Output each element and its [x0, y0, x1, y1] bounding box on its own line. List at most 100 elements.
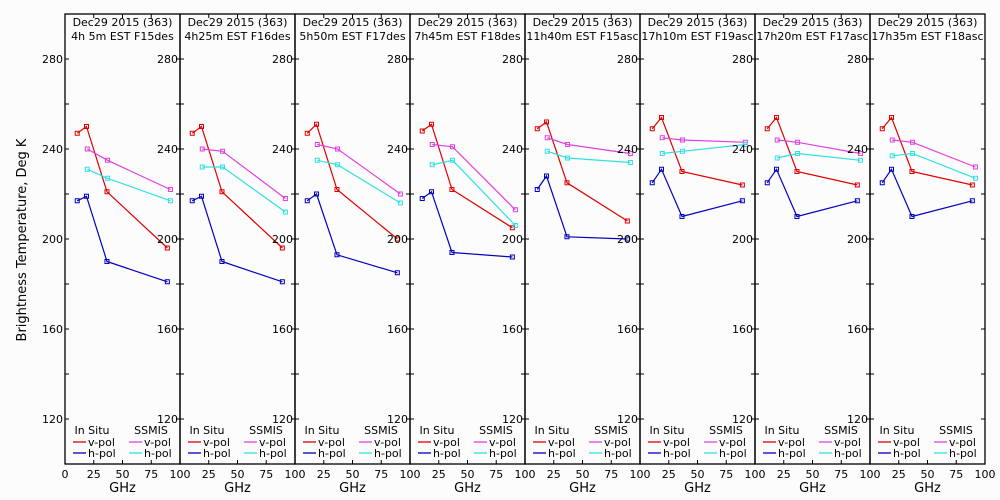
x-tick-label: 25: [317, 468, 331, 481]
legend-label-ssmis-hpol: h-pol: [144, 447, 172, 460]
data-point-ssmis-hpol: [84, 166, 90, 172]
x-axis-label: GHz: [454, 481, 481, 496]
data-point-insitu-hpol: [649, 180, 655, 186]
legend-label-ssmis-vpol: v-pol: [949, 436, 976, 449]
series-line-ssmis-hpol: [892, 152, 976, 179]
series-line-insitu-vpol: [191, 125, 283, 249]
data-point-insitu-vpol: [909, 169, 915, 174]
data-point-insitu-hpol: [164, 279, 170, 285]
x-tick-label: 50: [461, 468, 475, 481]
data-point-insitu-vpol: [969, 182, 975, 188]
series-line-insitu-hpol: [191, 195, 283, 283]
data-point-ssmis-hpol: [889, 153, 895, 159]
y-tick-label: 200: [42, 233, 63, 246]
x-tick-label: 75: [374, 468, 388, 481]
data-point-insitu-vpol: [889, 115, 895, 120]
data-point-ssmis-hpol: [565, 155, 571, 161]
data-point-ssmis-hpol: [972, 175, 978, 181]
data-point-insitu-vpol: [449, 187, 455, 192]
data-point-ssmis-hpol: [450, 157, 456, 163]
data-point-insitu-hpol: [624, 236, 630, 242]
series-line-insitu-hpol: [766, 168, 858, 218]
x-tick-label: 75: [144, 468, 158, 481]
panel-title-line-2: 17h10m EST F19asc: [641, 30, 753, 43]
x-tick-label: 100: [400, 468, 421, 481]
series-line-ssmis-vpol: [662, 137, 746, 143]
data-point-insitu-hpol: [534, 187, 540, 192]
data-point-insitu-vpol: [544, 119, 550, 125]
data-point-insitu-hpol: [739, 198, 745, 204]
panel-5: Dec29 2015 (363)11h40m EST F15asc 120 160 2…: [502, 13, 651, 496]
data-point-insitu-hpol: [334, 252, 340, 258]
y-tick-label: 240: [387, 143, 408, 156]
x-tick-label: 50: [921, 468, 935, 481]
y-tick-label: 160: [732, 323, 753, 336]
data-point-ssmis-hpol: [627, 160, 633, 165]
data-point-ssmis-vpol: [512, 207, 518, 213]
legend-label-insitu-hpol: h-pol: [778, 447, 806, 460]
data-point-insitu-vpol: [164, 245, 170, 251]
y-tick-label: 240: [732, 143, 753, 156]
y-tick-label: 280: [732, 53, 753, 66]
data-point-insitu-hpol: [199, 193, 205, 199]
x-axis-label: GHz: [684, 481, 711, 496]
legend-insitu-title: In Situ: [189, 424, 224, 437]
series-line-ssmis-hpol: [432, 159, 516, 226]
x-tick-label: 75: [719, 468, 733, 481]
x-axis-label: GHz: [914, 481, 941, 496]
y-tick-label: 120: [387, 413, 408, 426]
data-point-insitu-hpol: [219, 259, 225, 264]
panel-title-line-2: 7h45m EST F18des: [414, 30, 520, 43]
legend-insitu-title: In Situ: [764, 424, 799, 437]
legend-label-ssmis-vpol: v-pol: [374, 436, 401, 449]
x-tick-label: 50: [691, 468, 705, 481]
y-tick-label: 200: [847, 233, 868, 246]
data-point-insitu-hpol: [564, 234, 570, 240]
x-tick-label: 75: [949, 468, 963, 481]
data-point-insitu-vpol: [429, 121, 435, 127]
x-tick-label: 25: [777, 468, 791, 481]
series-line-insitu-hpol: [536, 174, 628, 240]
series-line-ssmis-hpol: [662, 143, 746, 155]
x-axis-label: GHz: [799, 481, 826, 496]
legend-insitu-title: In Situ: [74, 424, 109, 437]
data-point-ssmis-hpol: [512, 223, 518, 228]
series-line-ssmis-vpol: [892, 139, 976, 168]
x-tick-label: 50: [806, 468, 820, 481]
panel-title-line-2: 17h35m EST F18asc: [871, 30, 983, 43]
data-point-insitu-vpol: [794, 169, 800, 174]
data-point-ssmis-hpol: [199, 164, 205, 170]
data-point-ssmis-hpol: [397, 200, 403, 206]
data-point-ssmis-hpol: [659, 151, 665, 156]
y-tick-label: 240: [502, 143, 523, 156]
x-tick-label: 25: [892, 468, 906, 481]
legend-label-insitu-hpol: h-pol: [893, 447, 921, 460]
x-tick-label: 25: [662, 468, 676, 481]
data-point-ssmis-vpol: [199, 146, 205, 152]
data-point-insitu-hpol: [794, 214, 800, 219]
data-point-insitu-hpol: [84, 193, 90, 199]
data-point-insitu-vpol: [774, 115, 780, 120]
panel-title-line-1: Dec29 2015 (363): [763, 16, 863, 29]
x-tick-label: 50: [346, 468, 360, 481]
data-point-ssmis-hpol: [910, 151, 916, 156]
x-tick-label: 100: [745, 468, 766, 481]
legend-label-insitu-hpol: h-pol: [88, 447, 116, 460]
data-point-ssmis-vpol: [795, 139, 801, 145]
data-point-ssmis-hpol: [335, 162, 341, 168]
data-point-insitu-hpol: [879, 180, 885, 186]
x-tick-label: 100: [975, 468, 996, 481]
panel-title-line-1: Dec29 2015 (363): [188, 16, 288, 29]
x-tick-label: 100: [170, 468, 191, 481]
y-tick-label: 280: [157, 53, 178, 66]
y-tick-label: 120: [42, 413, 63, 426]
y-tick-label: 120: [157, 413, 178, 426]
series-line-insitu-vpol: [76, 125, 168, 249]
data-point-ssmis-vpol: [544, 135, 550, 141]
series-line-insitu-hpol: [76, 195, 168, 283]
data-point-insitu-hpol: [889, 166, 895, 172]
data-point-ssmis-vpol: [659, 135, 665, 141]
